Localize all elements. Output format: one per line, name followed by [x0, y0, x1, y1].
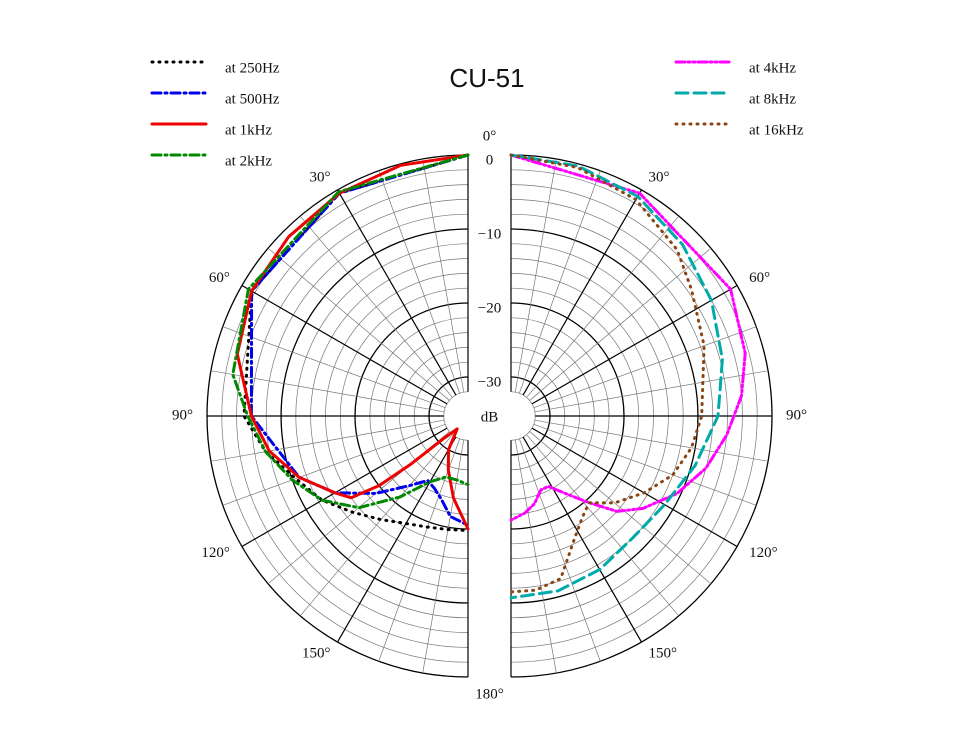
grid-spoke [531, 427, 738, 548]
legend-label: at 250Hz [225, 60, 280, 76]
grid-spoke [514, 158, 557, 393]
r-tick-label: −20 [478, 300, 501, 316]
chart-title: CU-51 [449, 63, 524, 93]
grid-spoke [518, 170, 601, 394]
theta-tick-label: 90° [172, 407, 193, 423]
theta-tick-label: 90° [786, 407, 807, 423]
legend-label: at 4kHz [749, 60, 796, 76]
theta-tick-label: 0° [483, 128, 497, 144]
theta-tick-label: 30° [310, 169, 331, 185]
grid-spoke [534, 419, 769, 462]
legend-label: at 16kHz [749, 122, 804, 138]
grid-spoke [210, 370, 445, 413]
grid-spoke [522, 436, 643, 643]
legend-label: at 1kHz [225, 122, 272, 138]
grid-spoke [222, 326, 446, 409]
r-unit: dB [481, 409, 499, 425]
r-tick-label: −10 [478, 226, 501, 242]
grid-spoke [533, 423, 757, 506]
grid-spoke [336, 189, 457, 396]
grid-spoke [241, 284, 448, 405]
grid-spoke [222, 423, 446, 506]
theta-tick-label: 150° [302, 646, 331, 662]
series-line [509, 153, 724, 600]
r-tick-label: 0 [486, 152, 494, 168]
theta-tick-label: 120° [749, 545, 778, 561]
series-line [235, 153, 470, 531]
grid-spoke [422, 439, 465, 674]
grid-spoke [518, 438, 601, 662]
grid-ring [443, 391, 469, 441]
grid-spoke [531, 284, 738, 405]
legend-label: at 8kHz [749, 91, 796, 107]
theta-tick-label: 60° [209, 270, 230, 286]
grid-ring [510, 391, 536, 441]
grid-spoke [267, 247, 450, 401]
grid-spoke [534, 370, 769, 413]
series-line [231, 153, 470, 510]
grid-spoke [378, 170, 461, 394]
grid-spoke [336, 436, 457, 643]
grid-spoke [529, 247, 712, 401]
series-line [509, 153, 706, 594]
grid-spoke [526, 434, 680, 617]
grid-spoke [522, 189, 643, 396]
grid-spoke [299, 434, 453, 617]
grid-spoke [241, 427, 448, 548]
legend-label: at 500Hz [225, 91, 280, 107]
center-disk [467, 393, 512, 439]
grid-spoke [210, 419, 445, 462]
grid-spoke [526, 215, 680, 398]
theta-tick-label: 60° [749, 270, 770, 286]
grid-spoke [378, 438, 461, 662]
theta-tick-label: 30° [649, 169, 670, 185]
grid-spoke [514, 439, 557, 674]
grid-spoke [529, 431, 712, 585]
r-tick-label: −30 [478, 374, 501, 390]
theta-tick-label: 150° [649, 646, 678, 662]
theta-tick-label: 120° [201, 545, 230, 561]
grid-spoke [422, 158, 465, 393]
grid-spoke [299, 215, 453, 398]
series-line [509, 153, 747, 522]
grid-spoke [533, 326, 757, 409]
legend-label: at 2kHz [225, 153, 272, 169]
theta-tick-label: 180° [475, 686, 504, 702]
